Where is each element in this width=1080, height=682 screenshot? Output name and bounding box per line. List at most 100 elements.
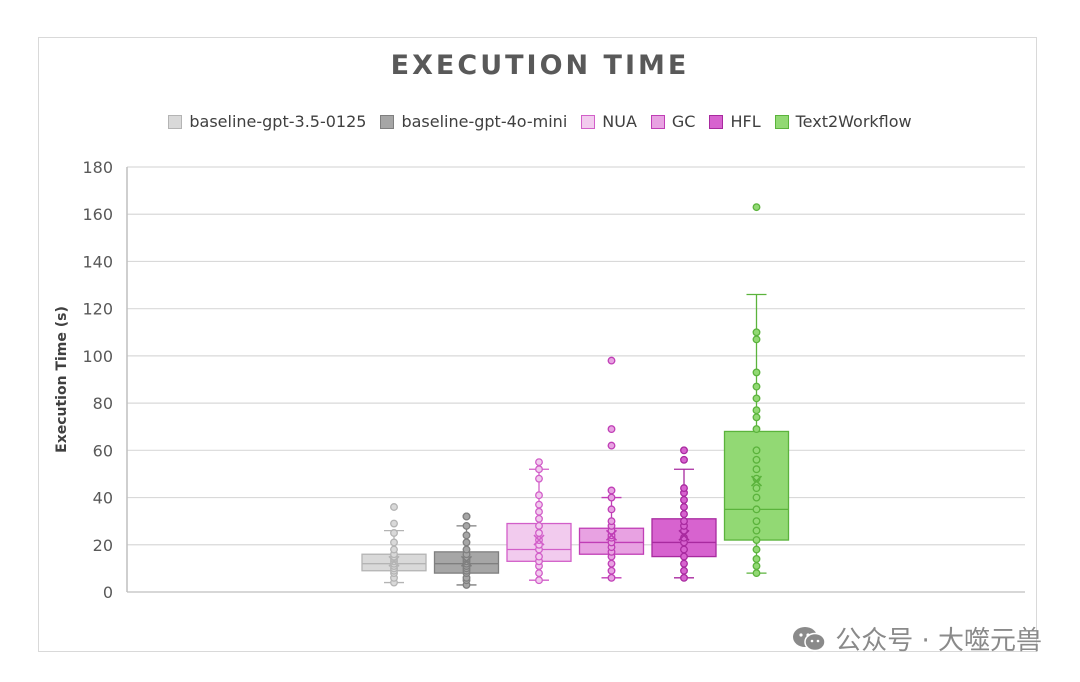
data-point <box>752 335 761 344</box>
data-point <box>752 406 761 415</box>
data-point <box>390 545 398 554</box>
y-tick-label: 80 <box>93 394 113 413</box>
legend-swatch <box>380 114 395 129</box>
mean-marker <box>460 555 473 567</box>
legend-item: baseline-gpt-3.5-0125 <box>168 112 366 131</box>
legend-swatch <box>650 114 665 129</box>
data-point <box>607 505 616 514</box>
data-point <box>680 559 688 568</box>
data-point <box>752 368 761 377</box>
data-point <box>462 512 471 521</box>
data-point <box>607 573 616 582</box>
y-tick-label: 100 <box>82 347 113 366</box>
legend-item: HFL <box>709 112 761 131</box>
legend-swatch <box>168 114 183 129</box>
data-point <box>680 517 688 526</box>
legend-label: baseline-gpt-3.5-0125 <box>189 112 367 131</box>
data-point <box>680 446 688 455</box>
data-point <box>607 441 616 450</box>
y-tick-label: 180 <box>82 158 113 177</box>
data-point <box>390 519 398 528</box>
watermark: 公众号 · 大噬元兽 <box>791 620 1042 657</box>
legend-item: Text2Workflow <box>774 112 912 131</box>
data-point <box>752 413 761 422</box>
data-point <box>680 503 688 511</box>
data-point <box>752 394 761 403</box>
chart-title: EXECUTION TIME <box>390 50 690 81</box>
mean-marker <box>750 475 763 487</box>
data-point <box>535 552 543 561</box>
legend-label: GC <box>671 112 696 131</box>
data-point <box>462 545 471 554</box>
legend-swatch <box>581 114 596 129</box>
data-point <box>535 500 543 509</box>
mean-marker <box>388 555 400 567</box>
legend-swatch <box>774 114 789 129</box>
legend-label: baseline-gpt-4o-mini <box>401 112 568 131</box>
y-tick-label: 140 <box>82 252 113 271</box>
data-point <box>752 455 761 464</box>
data-point <box>535 507 543 516</box>
data-point <box>752 526 761 535</box>
data-point <box>680 545 688 554</box>
legend-item: baseline-gpt-4o-mini <box>380 112 567 131</box>
mean-marker <box>533 534 545 546</box>
data-point <box>535 576 543 585</box>
legend-label: Text2Workflow <box>795 112 912 131</box>
data-point <box>390 538 398 547</box>
data-point <box>390 529 398 537</box>
y-axis-title: Execution Time (s) <box>54 306 70 453</box>
data-point <box>607 517 616 526</box>
data-point <box>752 493 761 502</box>
data-point <box>390 503 398 511</box>
data-point <box>752 569 761 578</box>
data-point <box>752 484 761 493</box>
data-point <box>535 465 543 474</box>
data-point <box>680 573 688 582</box>
data-point <box>752 328 761 337</box>
y-tick-label: 60 <box>93 441 113 460</box>
data-point <box>752 425 761 434</box>
mean-marker <box>605 529 618 541</box>
data-point <box>535 514 543 523</box>
data-point <box>462 538 471 547</box>
data-point <box>607 356 616 365</box>
data-point <box>752 536 761 545</box>
mean-marker <box>678 529 690 541</box>
y-tick-label: 40 <box>93 489 113 508</box>
data-point <box>752 446 761 455</box>
legend-label: NUA <box>602 112 637 131</box>
data-point <box>752 203 761 212</box>
data-point <box>462 521 471 530</box>
data-point <box>752 517 761 526</box>
data-point <box>752 545 761 554</box>
y-tick-label: 0 <box>103 583 113 602</box>
data-point <box>680 552 688 561</box>
legend-item: GC <box>650 112 696 131</box>
data-point <box>607 559 616 568</box>
data-point <box>607 493 616 502</box>
data-point <box>752 465 761 474</box>
data-point <box>752 505 761 514</box>
data-point <box>680 495 688 504</box>
data-point <box>535 569 543 578</box>
data-point <box>607 486 616 495</box>
data-point <box>680 510 688 519</box>
data-point <box>752 562 761 570</box>
data-point <box>752 554 761 563</box>
wechat-icon <box>793 626 826 651</box>
data-point <box>752 382 761 391</box>
chart-legend: baseline-gpt-3.5-0125 baseline-gpt-4o-min… <box>0 112 1080 131</box>
data-point <box>607 566 616 575</box>
data-point <box>680 484 688 493</box>
data-point <box>535 474 543 483</box>
legend-item: NUA <box>581 112 637 131</box>
y-tick-label: 160 <box>82 205 113 224</box>
y-tick-label: 20 <box>93 536 113 555</box>
data-point <box>462 531 471 540</box>
watermark-text: 公众号 · 大噬元兽 <box>835 626 1042 656</box>
data-point <box>535 458 543 467</box>
data-point <box>535 529 543 537</box>
data-point <box>680 455 688 464</box>
